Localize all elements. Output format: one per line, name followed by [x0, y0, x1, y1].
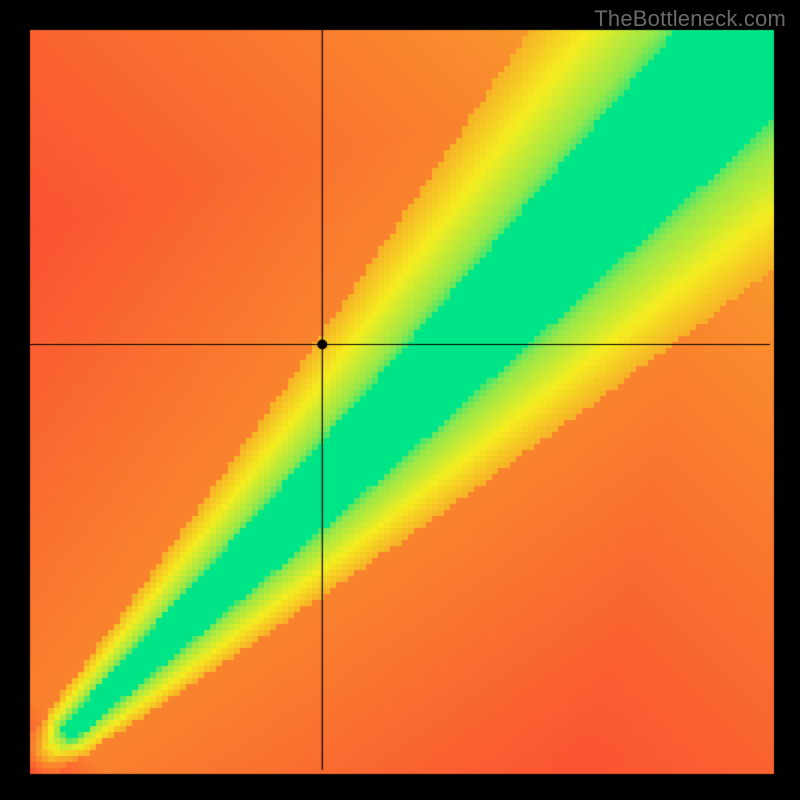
chart-container: TheBottleneck.com	[0, 0, 800, 800]
bottleneck-heatmap	[0, 0, 800, 800]
watermark-label: TheBottleneck.com	[594, 6, 786, 32]
